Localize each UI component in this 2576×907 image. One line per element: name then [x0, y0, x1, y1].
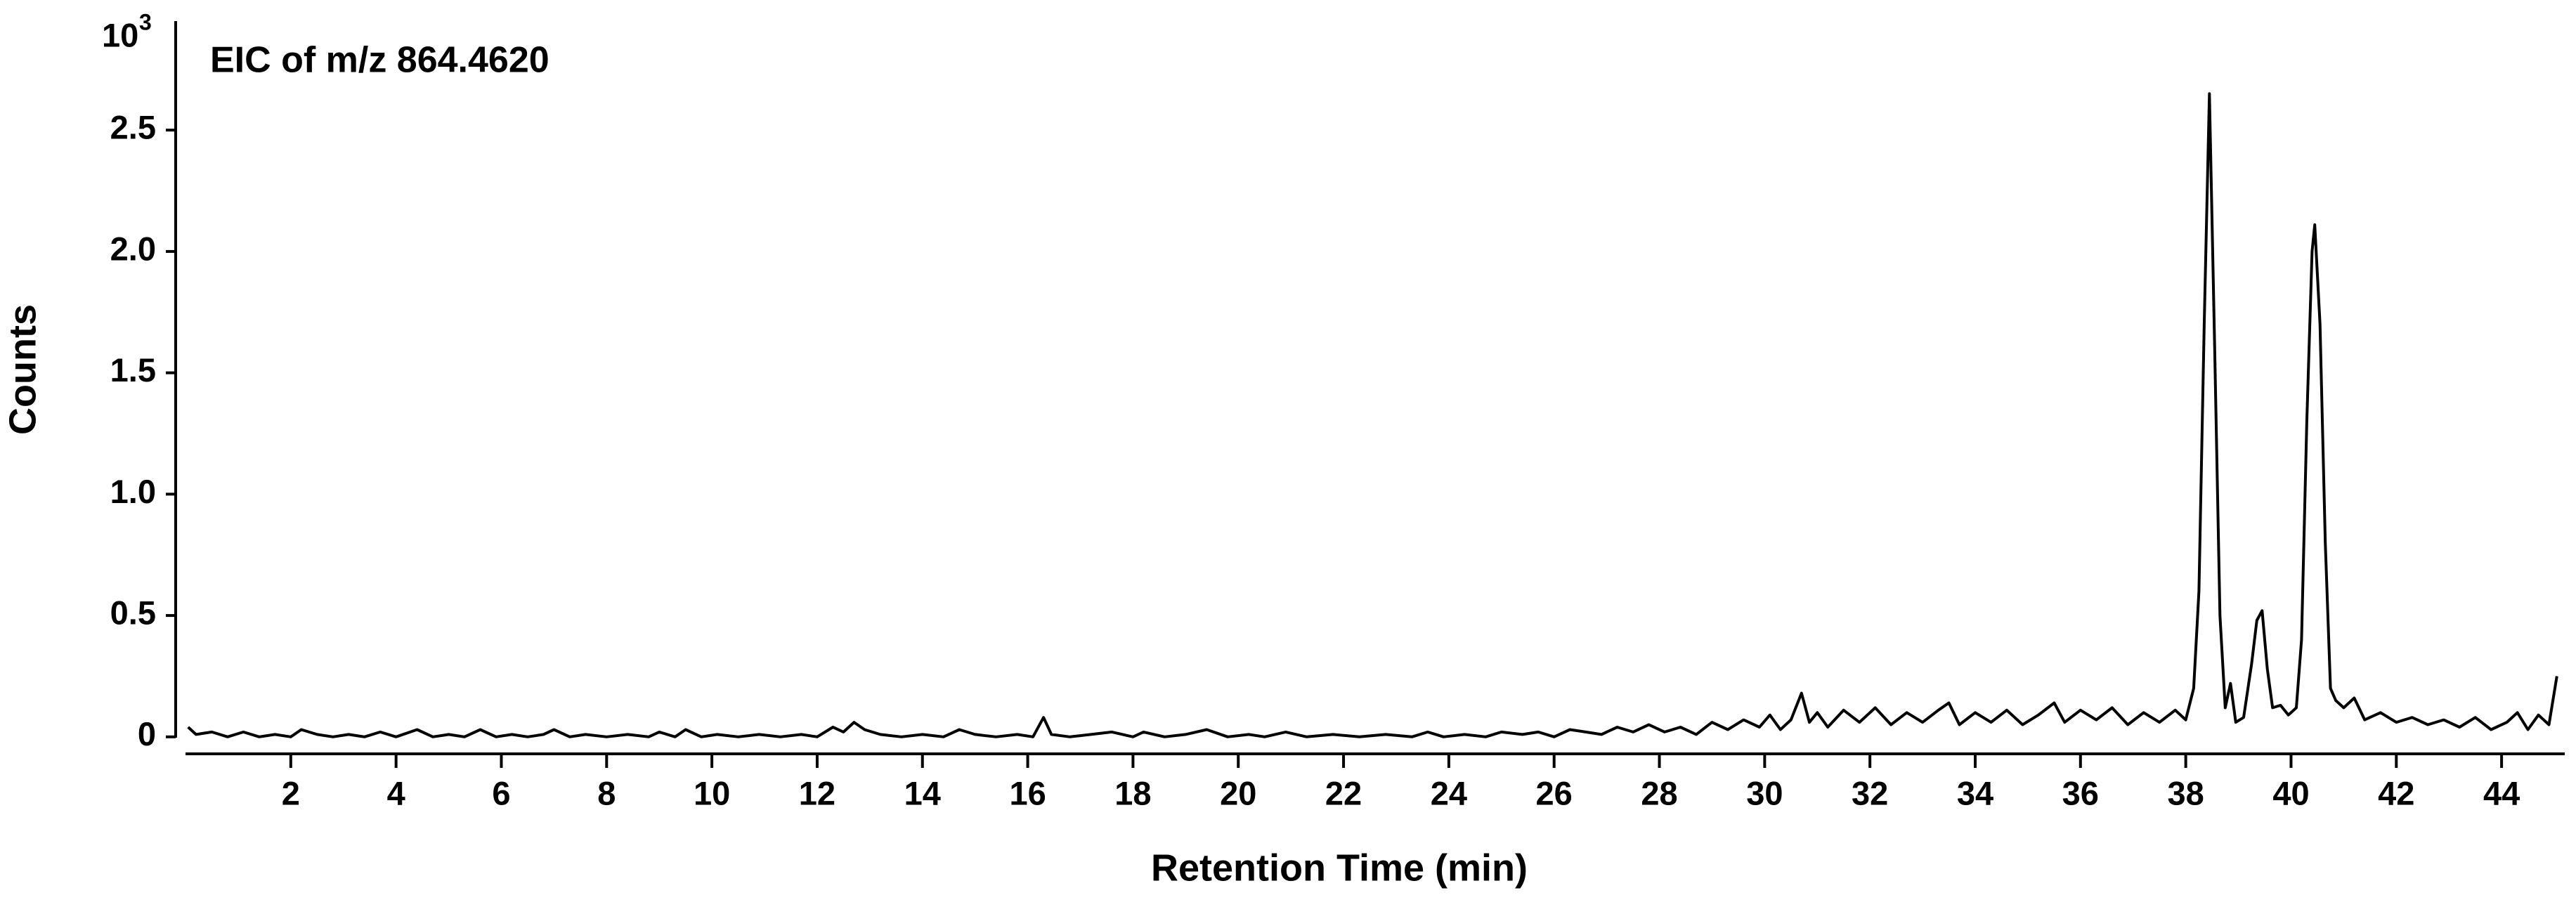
x-tick-label: 32: [1852, 774, 1888, 811]
x-axis-label: Retention Time (min): [1151, 847, 1528, 889]
x-tick-label: 30: [1746, 774, 1783, 811]
x-tick-label: 10: [694, 774, 730, 811]
x-tick-label: 38: [2167, 774, 2204, 811]
x-tick-label: 34: [1957, 774, 1993, 811]
y-tick-label: 2.5: [110, 109, 156, 146]
x-tick-label: 8: [597, 774, 616, 811]
y-tick-label: 1.5: [110, 351, 156, 389]
y-scale-exponent: 3: [139, 9, 152, 34]
x-tick-label: 42: [2378, 774, 2414, 811]
y-tick-label: 2.0: [110, 230, 156, 267]
x-tick-label: 4: [387, 774, 405, 811]
x-tick-label: 40: [2272, 774, 2309, 811]
x-tick-label: 6: [492, 774, 510, 811]
x-tick-label: 16: [1009, 774, 1046, 811]
x-tick-label: 2: [282, 774, 300, 811]
x-tick-label: 20: [1220, 774, 1256, 811]
y-scale-base: 10: [102, 16, 138, 53]
y-tick-label: 0: [138, 715, 156, 752]
data-line: [187, 92, 2558, 738]
chart-title: EIC of m/z 864.4620: [210, 40, 549, 81]
x-tick-label: 22: [1325, 774, 1362, 811]
y-tick-label: 1.0: [110, 473, 156, 510]
x-tick-label: 14: [904, 774, 941, 811]
x-tick-label: 18: [1114, 774, 1151, 811]
y-tick-label: 0.5: [110, 594, 156, 632]
x-tick-label: 44: [2483, 774, 2520, 811]
x-tick-label: 28: [1641, 774, 1677, 811]
x-tick-label: 36: [2062, 774, 2099, 811]
y-axis-label: Counts: [1, 304, 44, 435]
x-tick-label: 12: [799, 774, 835, 811]
x-tick-label: 24: [1431, 774, 1467, 811]
x-tick-label: 26: [1536, 774, 1573, 811]
